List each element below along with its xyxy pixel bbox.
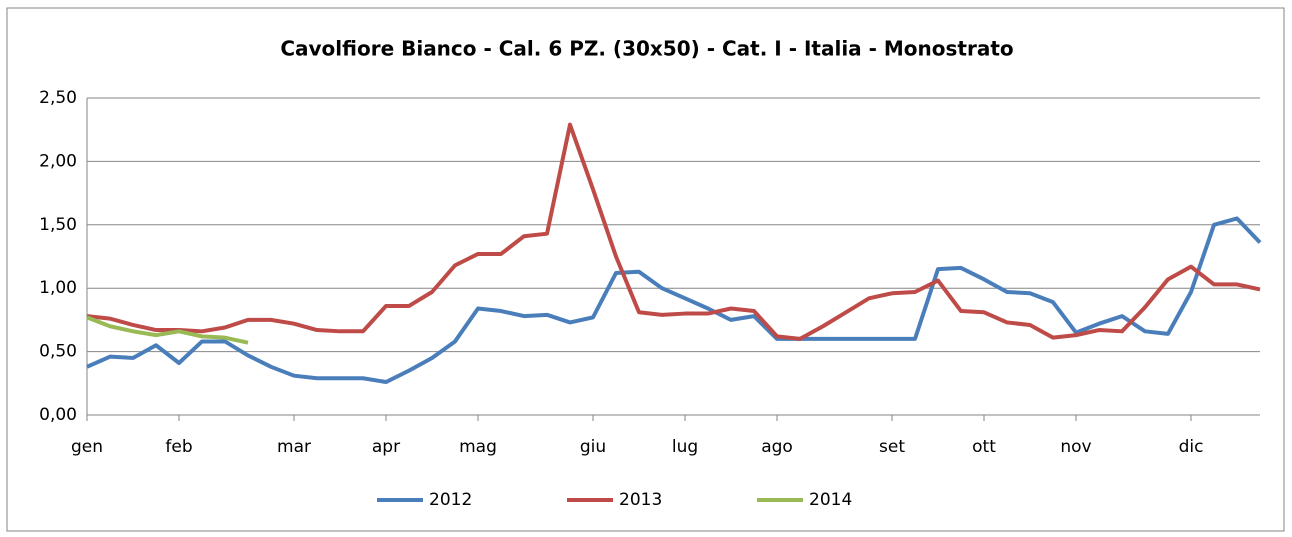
y-tick-label: 1,50 [39,215,77,235]
x-tick-label: mar [277,437,311,457]
y-tick-label: 1,00 [39,278,77,298]
x-tick-label: feb [165,437,192,457]
legend-label: 2012 [429,490,472,510]
x-tick-label: ott [972,437,996,457]
x-tick-label: mag [459,437,497,457]
y-tick-label: 0,00 [39,405,77,425]
chart-title: Cavolfiore Bianco - Cal. 6 PZ. (30x50) -… [280,37,1013,61]
y-tick-label: 0,50 [39,342,77,362]
x-tick-label: giu [580,437,606,457]
x-tick-label: apr [372,437,400,457]
x-tick-label: set [879,437,905,457]
x-tick-label: ago [761,437,793,457]
y-tick-label: 2,50 [39,88,77,108]
line-series [86,315,249,345]
x-tick-label: nov [1060,437,1091,457]
legend-label: 2014 [809,490,852,510]
line-series [86,216,1262,385]
y-tick-label: 2,00 [39,151,77,171]
x-tick-label: lug [672,437,698,457]
x-tick-label: dic [1179,437,1204,457]
x-tick-label: gen [71,437,103,457]
legend-label: 2013 [619,490,662,510]
chart-frame [6,7,1285,532]
line-series [86,122,1261,341]
